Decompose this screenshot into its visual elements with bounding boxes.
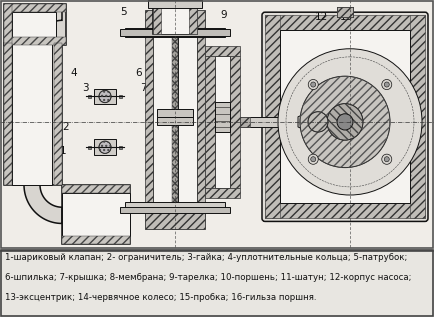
Circle shape (384, 82, 389, 87)
Polygon shape (24, 185, 62, 223)
Bar (189, 0, 197, 34)
Text: 15: 15 (400, 170, 413, 180)
Polygon shape (24, 4, 62, 43)
Bar (62, 236, 130, 244)
Circle shape (384, 157, 389, 162)
Text: 16: 16 (215, 170, 228, 180)
Bar (62, 185, 130, 244)
Text: 10: 10 (205, 53, 218, 63)
Circle shape (337, 114, 353, 130)
FancyBboxPatch shape (262, 12, 428, 221)
Bar (337, 7, 353, 17)
Circle shape (300, 76, 390, 168)
Bar (153, 0, 197, 34)
Bar (94, 139, 116, 155)
Bar (265, 203, 425, 218)
Bar (145, 10, 205, 29)
Circle shape (308, 112, 328, 132)
Bar (265, 15, 425, 30)
Bar (145, 210, 205, 229)
Bar (148, 0, 202, 8)
Text: 1: 1 (60, 146, 67, 156)
Bar (4, 36, 66, 45)
Bar (197, 34, 205, 216)
Text: 6-шпилька; 7-крышка; 8-мембрана; 9-тарелка; 10-поршень; 11-шатун; 12-корпус насо: 6-шпилька; 7-крышка; 8-мембрана; 9-тарел… (5, 273, 411, 282)
Bar (4, 4, 66, 12)
Bar (240, 117, 300, 127)
Bar (280, 30, 410, 203)
Bar (161, 0, 189, 34)
Text: 12: 12 (315, 12, 328, 22)
Text: 6: 6 (135, 68, 141, 78)
Bar (125, 202, 225, 210)
Bar (205, 56, 215, 188)
Text: 13-эксцентрик; 14-червячное колесо; 15-пробка; 16-гильза поршня.: 13-эксцентрик; 14-червячное колесо; 15-п… (5, 293, 316, 302)
Bar (4, 43, 12, 185)
Bar (410, 15, 425, 218)
Bar (62, 193, 130, 236)
Circle shape (382, 154, 392, 164)
Bar (12, 43, 52, 185)
Bar (120, 207, 230, 213)
Circle shape (308, 154, 318, 164)
Bar (12, 12, 56, 36)
Bar (119, 95, 122, 98)
Bar (157, 117, 193, 125)
Circle shape (99, 90, 111, 103)
Text: 8: 8 (182, 0, 189, 7)
Bar (205, 46, 240, 56)
Text: 4: 4 (70, 68, 77, 78)
Circle shape (382, 80, 392, 90)
Bar (120, 29, 230, 36)
Polygon shape (298, 114, 305, 130)
Bar (172, 10, 178, 229)
Circle shape (311, 157, 316, 162)
Bar (119, 146, 122, 149)
Circle shape (327, 104, 363, 140)
Bar (205, 188, 240, 198)
Bar (240, 117, 250, 127)
Bar (265, 15, 280, 218)
Bar (230, 56, 240, 188)
Bar (125, 29, 225, 36)
Bar (150, 29, 200, 34)
Bar (172, 10, 178, 229)
Text: 9: 9 (220, 10, 227, 20)
Bar (54, 43, 62, 185)
Bar (4, 4, 66, 45)
Bar (157, 109, 193, 117)
Bar (62, 185, 130, 193)
Circle shape (308, 80, 318, 90)
Text: 3: 3 (82, 83, 89, 94)
Text: 14: 14 (395, 83, 408, 94)
Bar (337, 7, 353, 17)
Circle shape (99, 141, 111, 153)
Text: 7: 7 (140, 83, 147, 94)
Bar (88, 146, 91, 149)
Bar (4, 4, 12, 45)
Bar (94, 89, 116, 104)
Text: 1-шариковый клапан; 2- ограничитель; 3-гайка; 4-уплотнительные кольца; 5-патрубо: 1-шариковый клапан; 2- ограничитель; 3-г… (5, 253, 408, 262)
Bar (215, 101, 230, 132)
Bar (153, 0, 161, 34)
Text: 5: 5 (120, 7, 127, 17)
Bar (145, 34, 153, 216)
Bar (88, 95, 91, 98)
Bar (215, 56, 230, 188)
Circle shape (278, 49, 422, 195)
Circle shape (311, 82, 316, 87)
Text: 13: 13 (340, 12, 353, 22)
Bar (153, 34, 197, 216)
Bar (4, 43, 62, 185)
Text: 11: 11 (220, 58, 233, 68)
Text: 2: 2 (62, 122, 69, 132)
